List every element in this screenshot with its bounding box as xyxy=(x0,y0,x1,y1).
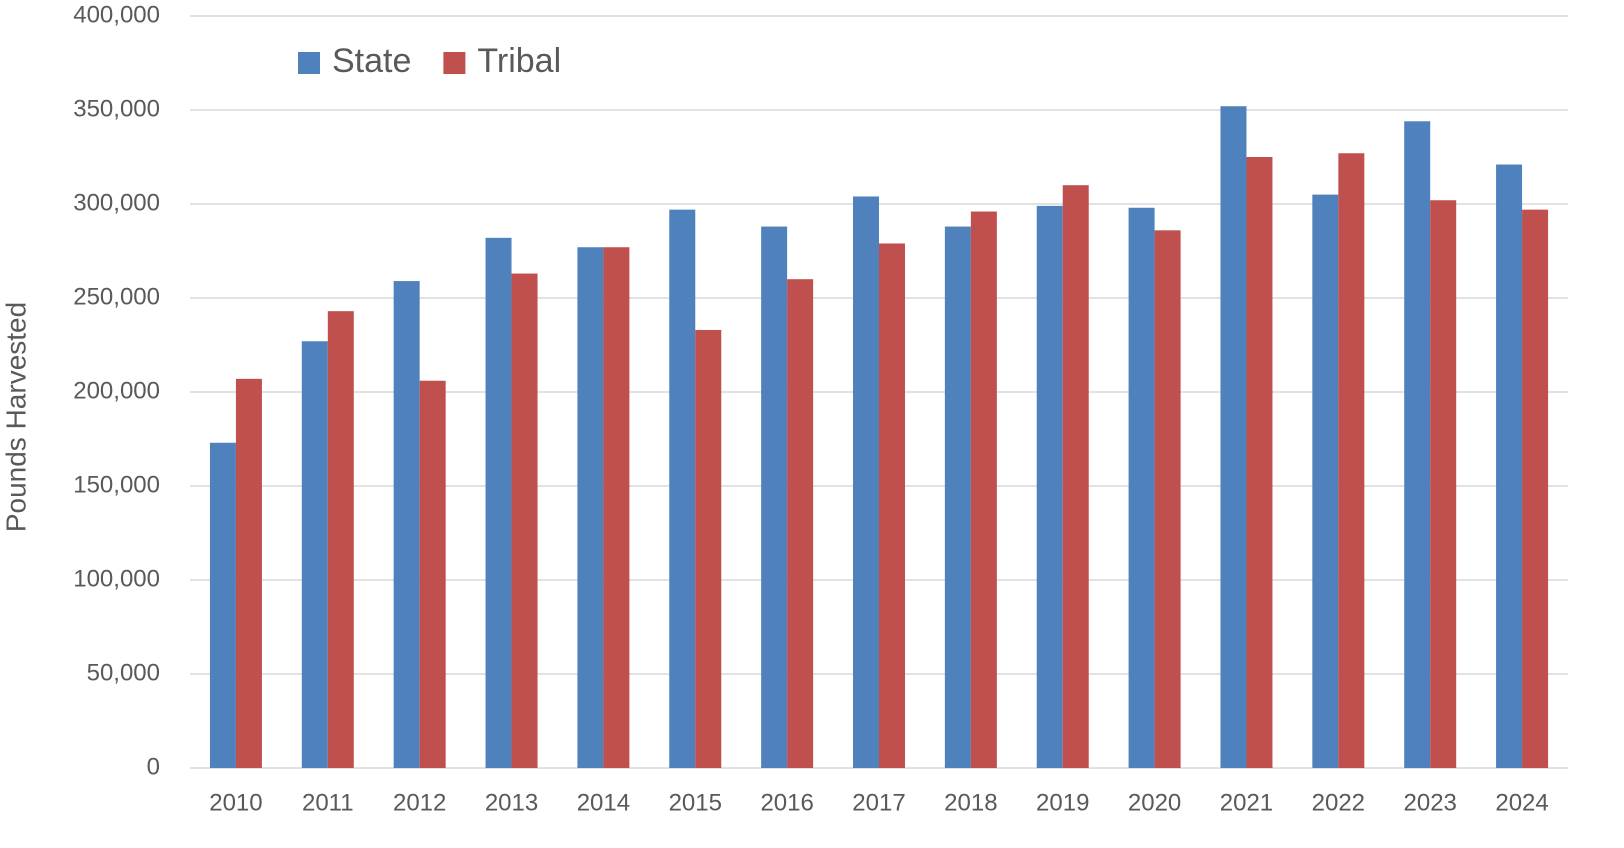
bar xyxy=(695,329,722,768)
bar xyxy=(327,311,354,768)
bar xyxy=(853,196,879,769)
y-tick-label: 150,000 xyxy=(73,471,160,498)
x-tick-label: 2019 xyxy=(1036,789,1089,816)
bar xyxy=(393,281,420,768)
bar xyxy=(970,211,997,768)
x-tick-label: 2021 xyxy=(1220,789,1273,816)
bar xyxy=(511,273,538,768)
y-tick-label: 50,000 xyxy=(87,659,160,686)
y-tick-label: 400,000 xyxy=(73,1,160,28)
bar xyxy=(1312,194,1339,769)
bar xyxy=(1036,205,1063,768)
bar xyxy=(1496,164,1523,768)
bar xyxy=(944,226,971,768)
x-tick-label: 2018 xyxy=(944,789,997,816)
bar xyxy=(1246,157,1273,768)
bar xyxy=(419,380,446,768)
bar xyxy=(669,209,696,768)
bar xyxy=(1404,121,1431,768)
y-tick-label: 200,000 xyxy=(73,377,160,404)
x-tick-label: 2011 xyxy=(302,789,354,816)
x-tick-label: 2015 xyxy=(669,789,722,816)
y-tick-label: 100,000 xyxy=(73,565,160,592)
x-tick-label: 2022 xyxy=(1312,789,1365,816)
x-tick-label: 2012 xyxy=(393,789,446,816)
x-tick-label: 2017 xyxy=(852,789,905,816)
legend-swatch xyxy=(298,52,320,74)
x-tick-label: 2023 xyxy=(1404,789,1457,816)
bar xyxy=(1220,106,1247,769)
x-tick-label: 2024 xyxy=(1495,789,1548,816)
x-tick-label: 2010 xyxy=(209,789,262,816)
bar xyxy=(485,237,512,769)
y-tick-label: 350,000 xyxy=(73,95,160,122)
bar xyxy=(577,247,604,769)
bar xyxy=(1338,153,1365,769)
legend-swatch xyxy=(443,52,466,74)
bar xyxy=(1128,207,1155,768)
bar xyxy=(879,243,905,769)
bar xyxy=(1062,185,1089,768)
bar xyxy=(1154,230,1181,768)
bar xyxy=(209,442,236,768)
y-tick-label: 250,000 xyxy=(73,283,160,310)
bar xyxy=(787,279,814,768)
y-tick-label: 300,000 xyxy=(73,189,160,216)
bar xyxy=(1522,209,1549,768)
y-tick-label: 0 xyxy=(147,753,160,780)
bar xyxy=(761,226,788,768)
x-tick-label: 2013 xyxy=(485,789,538,816)
y-axis-title: Pounds Harvested xyxy=(0,302,31,532)
bar xyxy=(235,378,262,768)
bar xyxy=(603,247,630,769)
bar xyxy=(301,341,328,768)
x-tick-label: 2020 xyxy=(1128,789,1181,816)
x-tick-label: 2016 xyxy=(760,789,813,816)
legend-label: State xyxy=(332,42,411,80)
legend-label: Tribal xyxy=(477,42,561,80)
bar xyxy=(1430,200,1457,769)
x-tick-label: 2014 xyxy=(577,789,630,816)
